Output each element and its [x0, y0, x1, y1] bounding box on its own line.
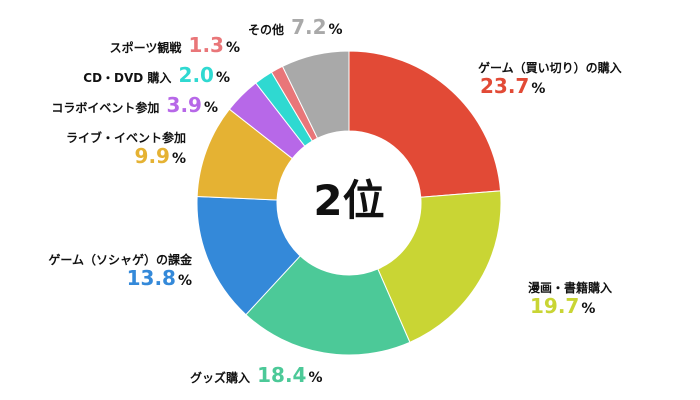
slice-label-live-event: ライブ・イベント参加 9.9%	[65, 131, 186, 169]
pie-slice-1	[377, 190, 502, 343]
slice-label-other: その他 7.2%	[248, 15, 343, 39]
slice-label-game-purchase: ゲーム（買い切り）の購入 23.7%	[478, 61, 622, 99]
pie-slice-2	[245, 255, 411, 356]
slice-label-sports: スポーツ観戦 1.3%	[109, 33, 240, 57]
pie-slice-0	[348, 50, 502, 198]
slice-label-collab-event: コラボイベント参加 3.9%	[51, 93, 218, 117]
center-rank-label: 2位	[313, 176, 385, 225]
pie-slice-8	[281, 50, 350, 139]
slice-label-social-game: ゲーム（ソシャゲ）の課金 13.8%	[48, 253, 192, 291]
slice-label-goods: グッズ購入 18.4%	[190, 363, 323, 387]
slice-label-cd-dvd: CD・DVD 購入 2.0%	[83, 63, 230, 87]
slice-label-manga-books: 漫画・書籍購入 19.7%	[528, 281, 613, 319]
